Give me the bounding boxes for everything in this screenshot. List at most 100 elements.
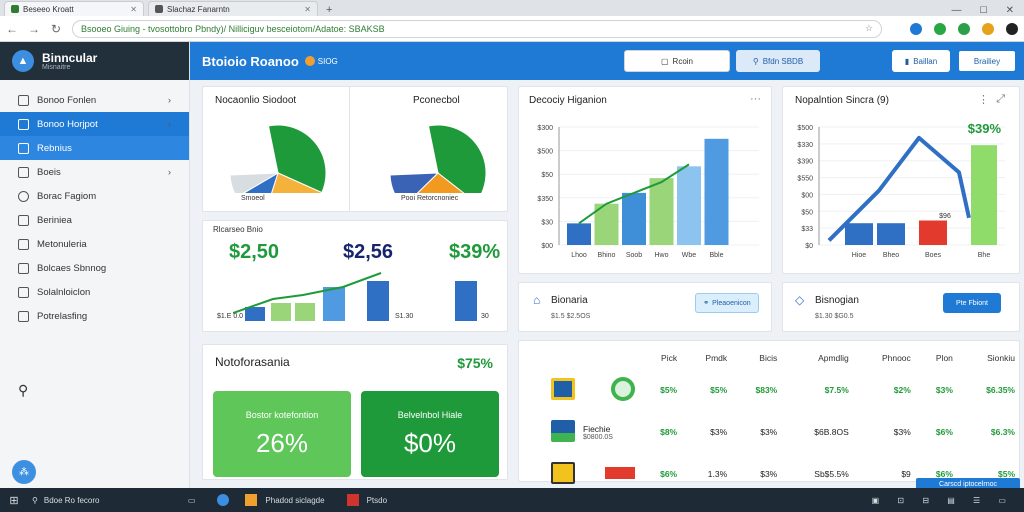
stat-c: $39% (449, 241, 501, 263)
help-fab-icon[interactable]: ⁂ (12, 460, 36, 484)
browser-tab[interactable]: Beseeo Kroatt ✕ (4, 1, 144, 16)
table-cell: $6B.8OS (814, 427, 849, 437)
action-icon: ▮ (904, 56, 910, 66)
page-title: Btoioio Roanoo (202, 53, 299, 69)
tab-favicon-icon (11, 5, 19, 13)
extension-icon[interactable] (910, 22, 922, 35)
taskbar-search[interactable]: Bdoe Ro fecoro (43, 495, 100, 505)
action-button[interactable]: ▮ Baillan (892, 50, 950, 72)
mid-label: $96 (939, 213, 951, 220)
sidebar-item[interactable]: Beriniea (0, 208, 189, 232)
sidebar-item-label: Solalnloiclon (37, 286, 91, 298)
start-icon[interactable]: ⊞ (9, 494, 19, 507)
table-row[interactable]: Fiechie $0800.0S $8% $3% $3% $6B.8OS $3% … (519, 411, 1019, 453)
notification-toast[interactable]: Carscd iptocelrnoc (916, 478, 1020, 490)
profile-avatar[interactable] (1006, 22, 1018, 35)
taskbar-app2-label[interactable]: Ptsdo (366, 495, 388, 505)
info-right-button[interactable]: Pte Fbiont (943, 293, 1001, 313)
peak-label: $39% (968, 121, 1002, 136)
table-cell: $3% (935, 385, 953, 395)
link-icon: ⚭ (703, 300, 710, 307)
y-tick-label: $390 (797, 159, 813, 166)
tray-icons[interactable]: ▣ ⊡ ⊟ ▤ ☰ ▭ (871, 495, 1014, 505)
sidebar-item[interactable]: Potrelasfing (0, 304, 189, 328)
pie-left-title: Nocaonlio Siodoot (215, 95, 297, 106)
x-tick-label: Hioe (852, 252, 867, 259)
sidebar-item-label: Bolcaes Sbnnog (37, 262, 107, 274)
sidebar-item[interactable]: Bonoo Fonlen › (0, 88, 189, 112)
info-right-title: Bisnogian (815, 295, 859, 306)
tab-favicon-icon (155, 5, 163, 13)
sidebar-item[interactable]: Rebnius (0, 136, 189, 160)
minimize-icon[interactable]: — (951, 5, 962, 16)
home-icon: ⌂ (533, 293, 541, 307)
table-row[interactable]: $6% 1.3% $3% Sb$5.5% $9 $6% $5% (519, 453, 1019, 495)
sidebar-item[interactable]: Metonuleria (0, 232, 189, 256)
stat-bar (271, 303, 291, 321)
table-cell: $6% (660, 469, 678, 479)
bar (877, 223, 905, 245)
sidebar-item[interactable]: Borac Fagiom (0, 184, 189, 208)
app-icon[interactable] (245, 494, 258, 506)
close-tab-icon[interactable]: ✕ (304, 4, 311, 14)
bar (971, 145, 997, 245)
browser-app-icon[interactable] (217, 494, 230, 506)
bar (704, 138, 729, 245)
close-window-icon[interactable]: ✕ (1005, 5, 1014, 16)
browser-tab[interactable]: Slachaz Fanarntn ✕ (148, 1, 318, 16)
table-row[interactable]: $5% $5% $83% $7.5% $2% $3% $6.35% (519, 369, 1019, 411)
table-cell: $6.3% (990, 427, 1015, 437)
bar (567, 223, 591, 245)
sidebar-item[interactable]: Bolcaes Sbnnog (0, 256, 189, 280)
stat-title: Rlcarseo Bnio (213, 225, 263, 234)
col-header: Plon (935, 353, 953, 363)
y-tick-label: $550 (797, 176, 813, 183)
search-button[interactable]: ▢ Rcoin (624, 50, 730, 72)
sidebar-item[interactable]: Boeis › (0, 160, 189, 184)
back-icon[interactable]: ← (6, 21, 18, 36)
pie-chart-right (389, 124, 487, 193)
sidebar-item-label: Boeis (37, 166, 61, 178)
extension-icon[interactable] (982, 22, 994, 35)
sidebar-item-active[interactable]: Bonoo Horjpot › (0, 112, 189, 136)
task-view-icon[interactable]: ▭ (187, 495, 196, 505)
brand[interactable]: ▲ Binncular Misnaitre (0, 42, 189, 80)
sidebar-item[interactable]: Solalnloiclon (0, 280, 189, 304)
link-icon[interactable]: ⚲ (18, 382, 29, 398)
stat-bar (245, 307, 265, 321)
table-cell: $3% (760, 427, 778, 437)
y-tick-label: $350 (537, 196, 553, 203)
chevron-right-icon: › (167, 166, 171, 178)
filter-button[interactable]: ⚲ Bfdn SBDB (736, 50, 820, 72)
table-cell: $83% (755, 385, 778, 395)
pie-right-title: Pconecbol (413, 95, 460, 106)
pie-right-label: Pooi Retorcnoniec (401, 195, 459, 202)
new-tab-icon[interactable]: + (326, 4, 333, 16)
extension-icon[interactable] (958, 22, 970, 35)
close-tab-icon[interactable]: ✕ (130, 4, 137, 14)
menu-icon (18, 238, 29, 250)
app2-icon[interactable] (346, 494, 359, 506)
bar-chart-2: $500 $330 $390 $550 $00 $50 $33 $0 Hioe Bheo Boes B… (797, 121, 1005, 259)
col-header: Phnooc (881, 353, 911, 363)
metric-box-b[interactable]: Belvelnbol Hiale $0% (361, 391, 499, 477)
table-cell: $3% (893, 427, 911, 437)
forward-icon[interactable]: → (28, 21, 40, 36)
expand-icon[interactable]: ⤢ (996, 93, 1005, 105)
pie-card: Nocaonlio Siodoot Pconecbol Smoeol Pooi … (202, 86, 508, 212)
more-icon[interactable]: ··· (750, 93, 761, 105)
reload-icon[interactable]: ↻ (50, 21, 62, 36)
metric-box-a[interactable]: Bostor kotefontion 26% (213, 391, 351, 477)
y-tick-label: $50 (801, 209, 813, 216)
taskbar-app-label[interactable]: Phadod siclagde (265, 495, 325, 505)
bookmark-star-icon[interactable]: ☆ (864, 23, 873, 33)
table-cell: $7.5% (824, 385, 849, 395)
more-icon[interactable]: ⋮ (978, 94, 989, 106)
tab-label: Beseeo Kroatt (23, 4, 74, 14)
info-left-button[interactable]: ⚭ Pleaoenicon (695, 293, 759, 313)
extension-icon[interactable] (934, 22, 946, 35)
maximize-icon[interactable]: ☐ (979, 5, 988, 15)
url-field[interactable]: Bsooeo Giuing - tvosottobro Pbndy)/ Nill… (72, 19, 882, 38)
col-header: Bicis (759, 353, 778, 363)
secondary-button[interactable]: Brailiey (958, 50, 1016, 72)
